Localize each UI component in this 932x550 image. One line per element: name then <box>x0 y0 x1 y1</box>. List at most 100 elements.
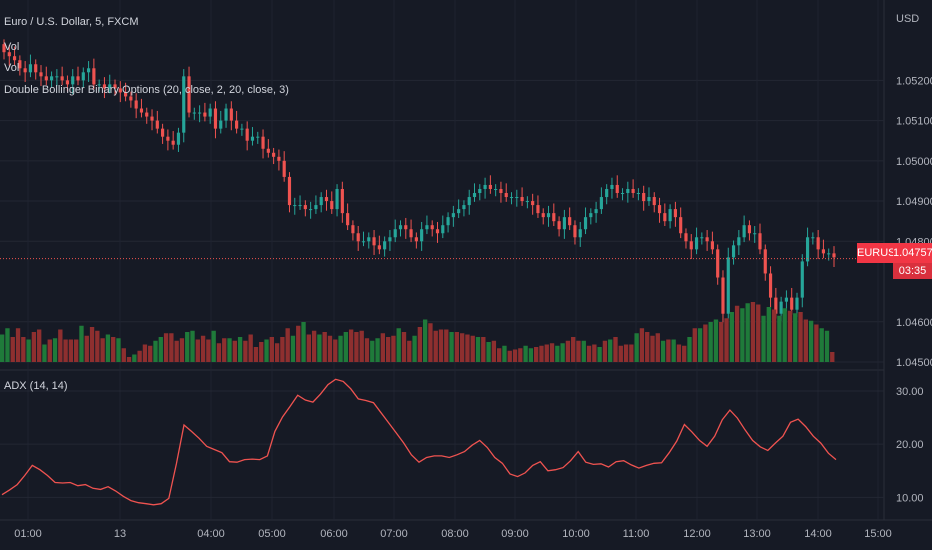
volume-bar <box>89 327 95 362</box>
volume-bar <box>586 345 592 362</box>
candle-body <box>388 237 392 242</box>
volume-bar <box>608 339 613 362</box>
volume-bar <box>655 333 660 362</box>
time-tick-label: 06:00 <box>320 528 348 540</box>
volume-bar <box>42 344 47 362</box>
volume-bar <box>465 334 470 362</box>
grid-lines <box>0 0 932 521</box>
candle-body <box>562 217 566 230</box>
volume-bar <box>771 309 777 362</box>
candle-body <box>39 72 43 77</box>
volume-bar <box>761 315 766 362</box>
volume-bar <box>68 339 74 362</box>
indicator-legend[interactable]: Double Bollinger Binary Options (20, clo… <box>4 84 289 96</box>
candle-body <box>187 76 191 113</box>
candle-body <box>504 193 508 198</box>
volume-bar <box>639 328 645 362</box>
volume-bar <box>63 339 68 362</box>
volume-legend-1[interactable]: Vol <box>4 41 20 53</box>
candle-body <box>245 128 249 141</box>
candle-body <box>779 301 783 314</box>
time-tick-label: 09:00 <box>501 528 529 540</box>
volume-bar <box>343 332 349 362</box>
volume-bar <box>237 337 243 362</box>
candle-body <box>583 217 588 230</box>
volume-bar <box>687 337 692 362</box>
candle-body <box>832 253 836 258</box>
price-tick-label: 1.04900 <box>896 196 932 208</box>
candle-body <box>277 156 281 161</box>
candle-body <box>488 184 492 189</box>
volume-bar <box>666 339 671 362</box>
volume-bar <box>280 337 285 362</box>
volume-bar <box>317 334 322 362</box>
candle-body <box>171 140 175 145</box>
volume-bar <box>211 330 216 362</box>
volume-bar <box>729 312 734 362</box>
candle-body <box>303 205 307 210</box>
candle-body <box>383 241 387 250</box>
volume-bar <box>174 340 179 362</box>
volume-bar <box>338 335 343 362</box>
candle-body <box>742 225 746 238</box>
symbol-badge: EURUSD <box>857 243 903 263</box>
volume-bar <box>734 305 740 362</box>
candle-body <box>2 44 6 53</box>
volume-bar <box>359 330 364 362</box>
volume-bar <box>232 340 237 362</box>
volume-bar <box>385 337 391 362</box>
volume-bar <box>148 345 153 362</box>
volume-bar <box>206 339 211 362</box>
candle-body <box>557 221 561 230</box>
volume-bar <box>793 313 798 362</box>
candle-body <box>515 197 519 199</box>
volume-bar <box>433 330 438 362</box>
candle-body <box>12 56 17 61</box>
time-tick-label: 14:00 <box>804 528 832 540</box>
volume-bar <box>454 332 460 362</box>
candle-body <box>816 237 820 250</box>
volume-bar <box>602 340 608 362</box>
volume-bar <box>111 337 116 362</box>
candle-body <box>573 225 577 238</box>
candle-body <box>716 249 720 278</box>
volume-bar <box>412 335 417 362</box>
volume-legend-2[interactable]: Vol <box>4 62 20 74</box>
volume-bar <box>766 307 771 362</box>
candle-body <box>208 108 212 117</box>
volume-bar <box>613 337 618 362</box>
candle-body <box>673 209 677 218</box>
volume-bar <box>713 319 719 362</box>
candle-body <box>7 52 11 57</box>
candle-body <box>620 193 625 195</box>
volume-bar <box>576 340 581 362</box>
volume-bar <box>95 330 100 362</box>
volume-bar <box>496 348 502 362</box>
symbol-title[interactable]: Euro / U.S. Dollar, 5, FXCM <box>4 16 139 28</box>
adx-axis[interactable]: 30.00 20.00 10.00 <box>896 386 924 504</box>
adx-legend[interactable]: ADX (14, 14) <box>4 380 68 392</box>
volume-bar <box>592 344 597 362</box>
candle-body <box>23 68 27 73</box>
volume-bar <box>650 335 655 362</box>
candle-body <box>113 84 117 89</box>
volume-bar <box>597 347 602 362</box>
volume-bar <box>222 338 227 362</box>
volume-bar <box>391 335 396 362</box>
volume-bar <box>74 339 79 362</box>
candle-body <box>451 213 455 218</box>
time-tick-label: 11:00 <box>623 528 650 540</box>
price-axis[interactable]: USD 1.052001.051001.050001.049001.048001… <box>896 13 932 369</box>
candle-body <box>34 64 38 73</box>
volume-bar <box>539 345 544 362</box>
time-axis[interactable]: 01:00 13 04:00 05:00 06:00 07:00 08:00 09:00 10:… <box>14 528 892 540</box>
candle-body <box>198 112 202 114</box>
candle-body <box>398 225 403 230</box>
candle-body <box>552 213 556 222</box>
volume-bar <box>507 350 512 362</box>
volume-bar <box>560 343 565 362</box>
candle-body <box>102 84 107 89</box>
candle-body <box>758 233 762 250</box>
volume-bar <box>190 330 195 362</box>
